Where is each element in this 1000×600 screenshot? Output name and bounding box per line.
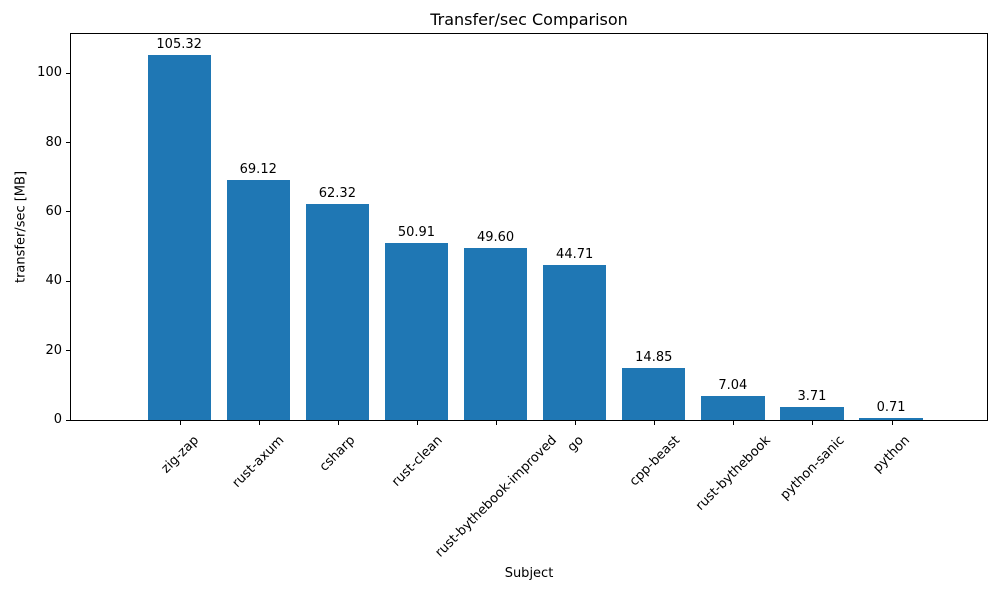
x-tick-mark [337, 421, 339, 425]
bar [305, 204, 369, 420]
bar [463, 248, 528, 420]
plot-area: 105.32 69.12 62.32 50.91 49.60 44.71 14.85 7.04… [70, 33, 988, 421]
bar [226, 180, 290, 420]
y-tick-mark [66, 280, 70, 282]
bar [780, 407, 844, 420]
y-tick-mark [66, 211, 70, 213]
x-tick-label: rust-bythebook [693, 433, 774, 514]
bar-value-label: 105.32 [156, 37, 202, 52]
y-tick-label: 100 [37, 65, 62, 81]
bar [622, 368, 686, 420]
x-tick-label: zig-zap [158, 433, 202, 477]
x-tick-mark [812, 421, 814, 425]
x-tick-label: cpp-beast [626, 433, 683, 490]
bar [859, 418, 923, 420]
y-tick-label: 0 [53, 412, 62, 427]
bar [701, 396, 765, 420]
x-tick-mark [575, 421, 577, 425]
bar [147, 55, 211, 420]
bar-value-label: 7.04 [718, 378, 748, 393]
x-tick-mark [416, 421, 418, 425]
y-tick-label: 80 [45, 134, 62, 150]
x-tick-label: csharp [317, 433, 359, 475]
y-axis-label: transfer/sec [MB] [13, 170, 29, 284]
bar-value-label: 0.71 [876, 400, 906, 415]
bar-value-label: 49.60 [476, 230, 515, 245]
x-tick-label: go [564, 433, 587, 456]
y-tick-label: 60 [45, 203, 62, 219]
x-tick-label: rust-axum [229, 433, 288, 491]
x-tick-mark [496, 421, 498, 425]
y-tick-mark [66, 72, 70, 74]
bar-value-label: 50.91 [397, 225, 436, 240]
y-tick-mark [66, 142, 70, 144]
x-tick-mark [891, 421, 893, 425]
x-tick-mark [179, 421, 181, 425]
bar [384, 243, 449, 420]
y-tick-label: 40 [45, 273, 62, 289]
x-tick-label: rust-bythebook-improved [432, 433, 561, 561]
x-axis-label: Subject [504, 566, 554, 581]
bar [543, 265, 607, 420]
x-tick-label: python [870, 433, 914, 476]
chart-title: Transfer/sec Comparison [430, 10, 628, 29]
bar-value-label: 14.85 [635, 350, 673, 365]
bar-value-label: 44.71 [556, 247, 594, 262]
y-tick-mark [66, 350, 70, 352]
x-tick-mark [258, 421, 260, 425]
x-tick-label: python-sanic [777, 433, 848, 503]
x-tick-mark [733, 421, 735, 425]
bar-value-label: 62.32 [318, 186, 356, 201]
x-tick-mark [654, 421, 656, 425]
bar-value-label: 3.71 [797, 389, 827, 404]
y-tick-label: 20 [45, 342, 62, 358]
x-tick-label: rust-clean [388, 433, 446, 490]
bar-value-label: 69.12 [239, 162, 277, 177]
y-tick-mark [66, 419, 70, 421]
